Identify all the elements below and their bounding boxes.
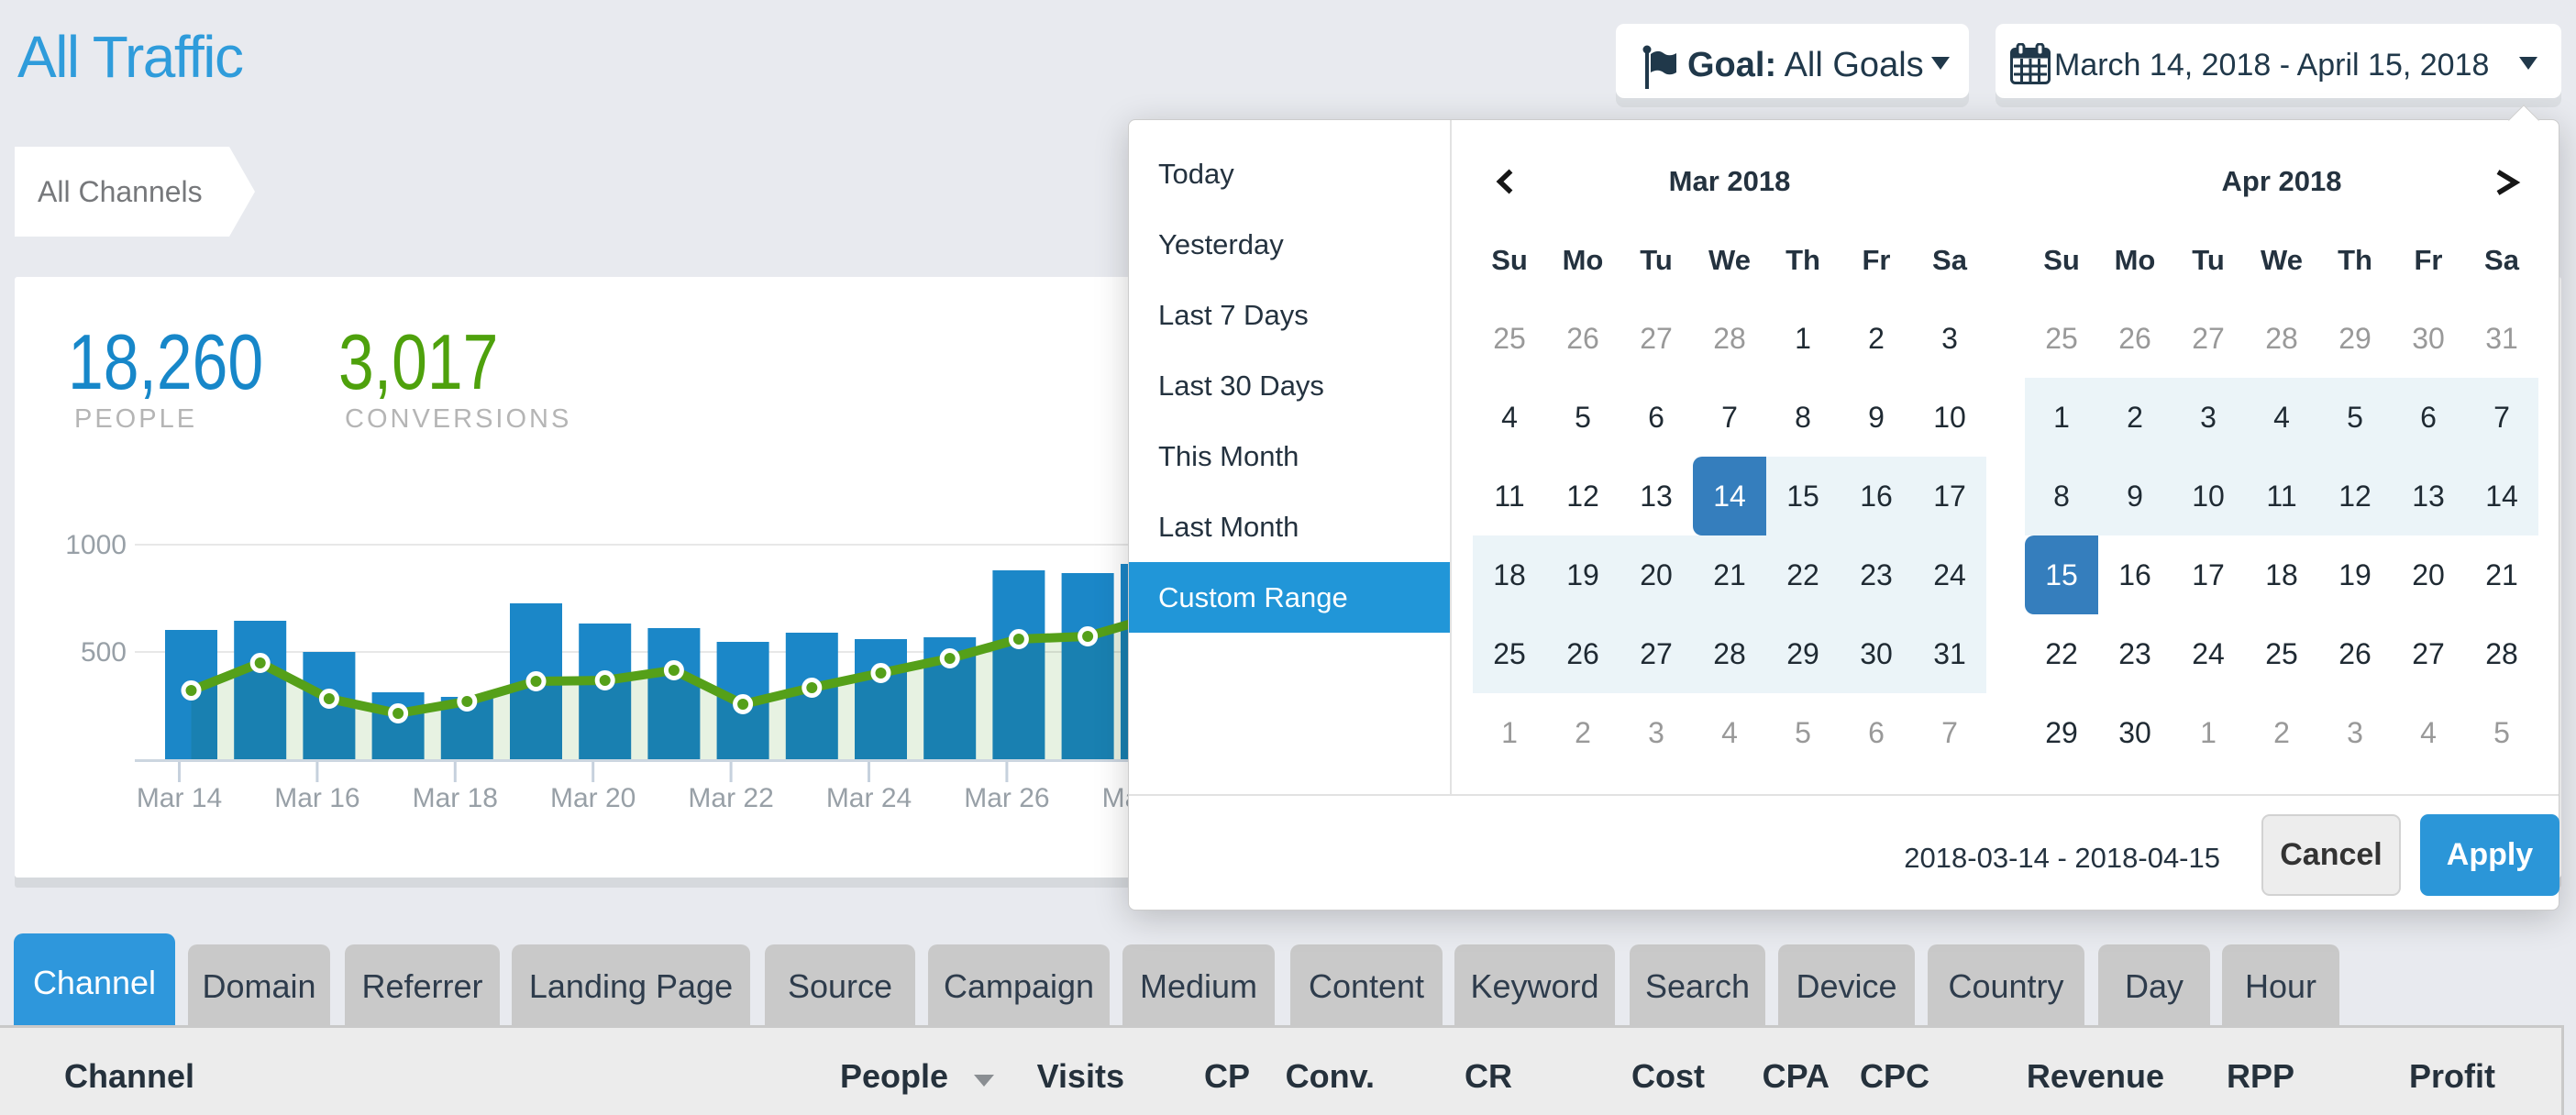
svg-text:Mar 24: Mar 24 bbox=[826, 783, 912, 813]
svg-text:Mar 18: Mar 18 bbox=[413, 783, 498, 813]
svg-text:Mar 14: Mar 14 bbox=[137, 783, 222, 813]
svg-text:Mar 20: Mar 20 bbox=[550, 783, 636, 813]
svg-text:Mar 26: Mar 26 bbox=[964, 783, 1049, 813]
svg-text:500: 500 bbox=[81, 637, 127, 668]
svg-text:Mar 16: Mar 16 bbox=[274, 783, 359, 813]
svg-text:1000: 1000 bbox=[65, 530, 127, 560]
svg-text:Mar 22: Mar 22 bbox=[688, 783, 773, 813]
